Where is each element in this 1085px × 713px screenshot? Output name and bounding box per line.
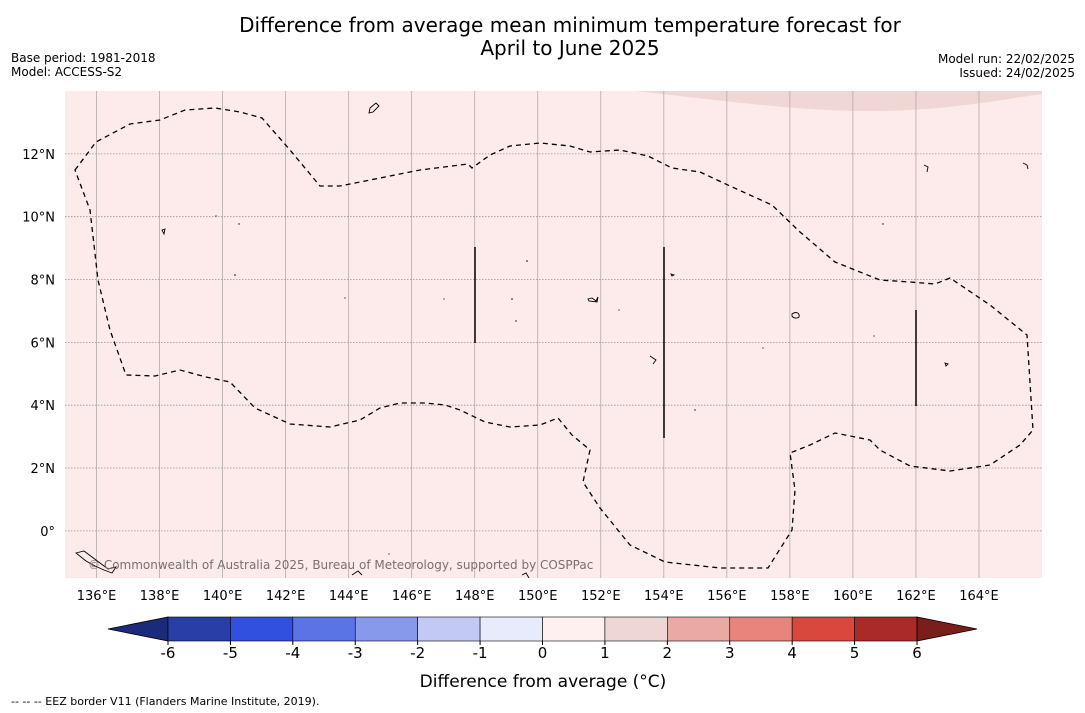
colorbar-tick-label: -3	[348, 644, 363, 662]
lat-tick-label: 10°N	[22, 211, 55, 226]
colorbar-tick-label: 2	[663, 644, 673, 662]
title-line-2: April to June 2025	[480, 36, 660, 60]
issued-date: Issued: 24/02/2025	[959, 66, 1075, 80]
map-panel: © Commonwealth of Australia 2025, Bureau…	[22, 91, 1042, 604]
longitude-tick-labels: 136°E 138°E 140°E 142°E 144°E 146°E 148°E 150°E…	[77, 589, 999, 604]
island-dots	[215, 215, 884, 555]
lat-tick-label: 6°N	[31, 336, 56, 351]
colorbar-tick-label: -4	[285, 644, 300, 662]
lon-tick-label: 150°E	[518, 589, 558, 604]
copyright-text: © Commonwealth of Australia 2025, Bureau…	[88, 558, 593, 572]
lon-tick-label: 164°E	[959, 589, 999, 604]
lon-tick-label: 162°E	[896, 589, 936, 604]
lon-tick-label: 152°E	[581, 589, 621, 604]
colorbar-swatch	[604, 616, 668, 642]
colorbar-tick-labels: -6 -5 -4 -3 -2 -1 0 1 2 3 4 5 6	[161, 641, 922, 662]
colorbar-swatch	[729, 616, 793, 642]
colorbar-swatch	[230, 616, 294, 642]
lat-tick-label: 4°N	[31, 399, 56, 414]
lon-tick-label: 136°E	[77, 589, 117, 604]
colorbar-tick-label: 1	[600, 644, 610, 662]
colorbar-tick-label: 5	[850, 644, 860, 662]
colorbar	[107, 616, 978, 642]
colorbar-extend-high	[916, 616, 978, 642]
colorbar-swatch	[854, 616, 918, 642]
lat-tick-label: 12°N	[22, 148, 55, 163]
colorbar-tick-label: -6	[161, 644, 176, 662]
islands	[75, 102, 1029, 578]
lon-tick-label: 142°E	[266, 589, 306, 604]
latitude-tick-labels: 0° 2°N 4°N 6°N 8°N 10°N 12°N	[22, 148, 55, 540]
eez-footer-note: -- -- -- EEZ border V11 (Flanders Marine…	[11, 695, 320, 708]
colorbar-tick-label: 0	[538, 644, 548, 662]
meta-left: Base period: 1981-2018 Model: ACCESS-S2	[11, 51, 156, 79]
colorbar-tick-label: -1	[473, 644, 488, 662]
colorbar-tick-label: 4	[787, 644, 797, 662]
colorbar-tick-label: 3	[725, 644, 735, 662]
colorbar-swatch	[292, 616, 356, 642]
colorbar-swatch	[542, 616, 606, 642]
meta-right: Model run: 22/02/2025 Issued: 24/02/2025	[938, 52, 1075, 80]
colorbar-swatch	[167, 616, 231, 642]
lon-tick-label: 148°E	[455, 589, 495, 604]
lat-tick-label: 8°N	[31, 274, 56, 289]
colorbar-extend-low	[107, 616, 169, 642]
lon-tick-label: 156°E	[707, 589, 747, 604]
colorbar-swatch	[791, 616, 855, 642]
lon-tick-label: 144°E	[329, 589, 369, 604]
colorbar-swatch	[354, 616, 418, 642]
model-name: Model: ACCESS-S2	[11, 65, 123, 79]
title-line-1: Difference from average mean minimum tem…	[239, 13, 901, 37]
colorbar-tick-label: -5	[223, 644, 238, 662]
base-period: Base period: 1981-2018	[11, 51, 156, 65]
anomaly-region-north	[635, 91, 1042, 112]
lon-tick-label: 146°E	[392, 589, 432, 604]
lon-tick-label: 154°E	[644, 589, 684, 604]
colorbar-tick-label: 6	[912, 644, 922, 662]
map-title: Difference from average mean minimum tem…	[170, 14, 970, 60]
model-run: Model run: 22/02/2025	[937, 52, 1075, 66]
lat-tick-label: 2°N	[31, 462, 56, 477]
lon-tick-label: 158°E	[770, 589, 810, 604]
eez-border	[74, 107, 1034, 569]
map-background	[65, 91, 1042, 578]
map-gridlines	[65, 91, 1042, 578]
colorbar-swatch	[417, 616, 481, 642]
colorbar-swatch	[667, 616, 731, 642]
colorbar-swatch	[479, 616, 543, 642]
colorbar-label: Difference from average (°C)	[420, 672, 667, 692]
lon-tick-label: 140°E	[203, 589, 243, 604]
lon-tick-label: 138°E	[140, 589, 180, 604]
lat-tick-label: 0°	[40, 525, 55, 540]
lon-tick-label: 160°E	[833, 589, 873, 604]
colorbar-tick-label: -2	[410, 644, 425, 662]
